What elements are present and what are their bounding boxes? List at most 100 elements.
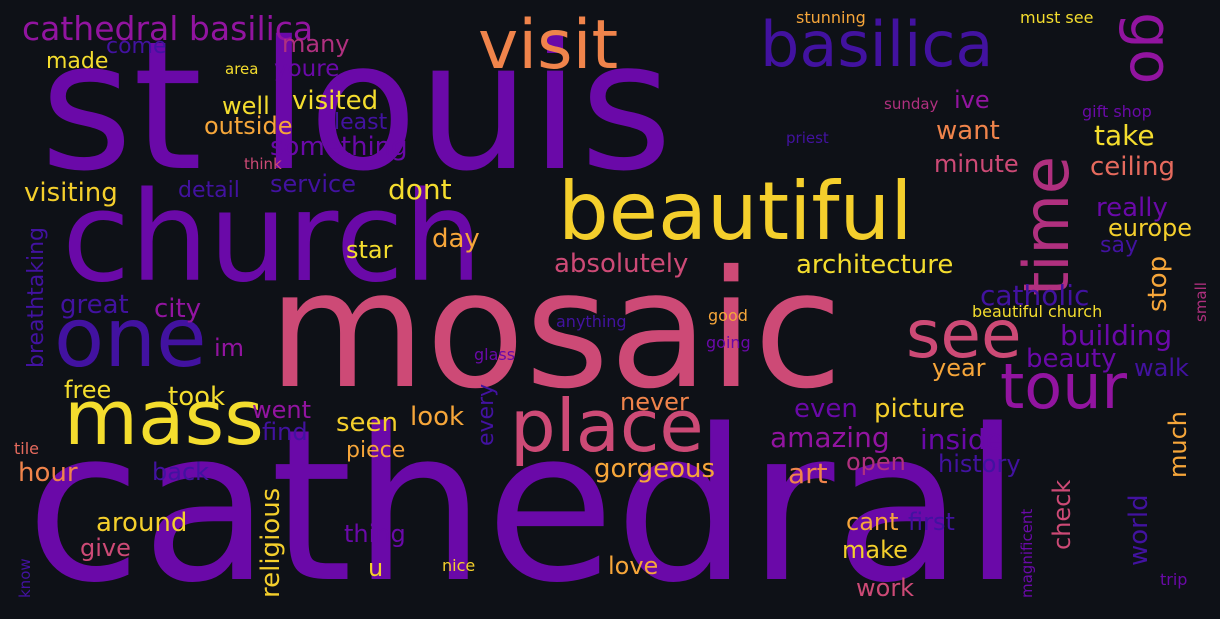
word-building: building [1060,319,1173,352]
word-history: history [938,450,1021,478]
word-cathedral-basilica: cathedral basilica [22,9,314,48]
word-magnificent: magnificent [1018,508,1036,598]
word-make: make [842,536,908,564]
word-piece: piece [346,438,406,463]
word-take: take [1094,119,1155,152]
word-day: day [432,224,480,254]
word-outside: outside [204,112,293,140]
word-sunday: sunday [884,95,939,113]
word-time: time [1010,155,1083,296]
word-picture: picture [874,394,965,424]
word-absolutely: absolutely [554,249,689,279]
word-gorgeous: gorgeous [594,454,716,484]
word-find: find [262,418,308,446]
word-amazing: amazing [770,421,890,454]
word-took: took [168,382,226,412]
word-place: place [510,384,704,468]
word-thing: thing [344,520,406,548]
word-back: back [152,458,210,486]
word-cant: cant [846,508,899,536]
word-trip: trip [1160,570,1188,589]
word-say: say [1100,233,1138,258]
word-catholic: catholic [980,279,1090,312]
word-visited: visited [292,86,379,116]
word-never: never [620,388,689,416]
word-mass: mass [64,373,264,462]
word-stop: stop [1143,255,1173,312]
word-anything: anything [556,312,627,331]
word-one: one [54,291,207,386]
word-inside: inside [920,423,1003,456]
word-must-see: must see [1020,8,1094,27]
word-mosaic: mosaic [268,237,843,425]
word-minute: minute [934,150,1019,178]
word-st-louis: st louis [40,3,673,210]
word-open: open [846,448,906,476]
word-breathtaking: breathtaking [24,227,49,368]
word-art: art [788,457,828,490]
word-love: love [608,552,659,580]
word-year: year [932,354,986,382]
word-seen: seen [336,408,399,438]
word-glass: glass [474,345,516,364]
word-europe: europe [1108,214,1192,242]
word-architecture: architecture [796,250,954,280]
word-visit: visit [478,6,619,85]
word-want: want [936,116,1000,146]
word-come: come [106,34,167,59]
word-went: went [252,396,312,424]
word-something: something [270,132,408,162]
word-priest: priest [786,129,829,147]
word-every: every [474,383,499,446]
word-dont: dont [388,173,452,206]
word-gift-shop: gift shop [1082,102,1152,121]
word-give: give [80,534,131,562]
word-really: really [1096,193,1168,223]
word-small: small [1192,282,1210,322]
word-know: know [16,558,34,598]
word-least: least [334,110,388,135]
word-beautiful-church: beautiful church [972,302,1103,321]
word-work: work [856,574,915,602]
word-free: free [64,376,112,404]
word-u: u [368,554,384,582]
word-detail: detail [178,178,240,203]
word-walk: walk [1134,354,1189,382]
word-tour: tour [1000,350,1128,423]
word-beauty: beauty [1026,344,1117,374]
word-service: service [270,170,356,198]
word-nice: nice [442,556,476,575]
word-religious: religious [256,487,286,598]
word-going: going [706,333,751,352]
word-good: good [708,306,748,325]
word-great: great [60,290,129,320]
word-around: around [96,508,188,538]
word-first: first [908,508,955,536]
word-see: see [906,296,1022,373]
word-check: check [1048,479,1076,550]
word-much: much [1164,411,1192,478]
word-tile: tile [14,439,40,458]
word-church: church [62,166,483,310]
word-world: world [1124,494,1154,566]
word-think: think [244,155,282,173]
word-beautiful: beautiful [558,165,913,258]
word-even: even [794,394,858,424]
word-im: im [214,334,245,362]
word-made: made [46,49,109,74]
word-basilica: basilica [760,8,994,81]
word-many: many [282,30,350,58]
word-area: area [225,60,259,78]
word-city: city [154,294,202,324]
word-stunning: stunning [796,8,866,27]
word-look: look [410,402,465,432]
word-cathedral: cathedral [26,384,1022,619]
word-go: go [1117,12,1185,85]
word-ceiling: ceiling [1090,152,1175,182]
word-hour: hour [18,458,78,488]
word-well: well [222,92,270,120]
word-visiting: visiting [24,178,118,208]
word-youre: youre [274,56,340,82]
word-star: star [346,236,393,264]
